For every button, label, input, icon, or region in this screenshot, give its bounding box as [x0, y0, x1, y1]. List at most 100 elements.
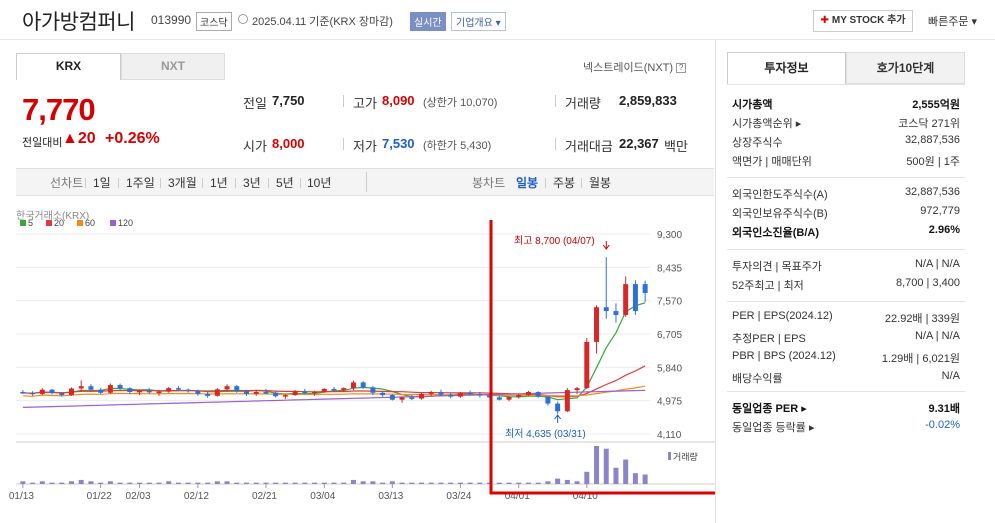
divider [545, 178, 546, 188]
volume-bar [117, 482, 123, 484]
volume-bar [555, 478, 561, 484]
volume-bar [146, 482, 152, 484]
corp-overview-button[interactable]: 기업개요 ▾ [451, 12, 506, 31]
period-5y[interactable]: 5년 [276, 176, 294, 190]
info-row: 추정PER | EPS N/A | N/A [732, 330, 960, 348]
volume-bar [419, 482, 425, 484]
tab-nxt[interactable]: NXT [121, 53, 225, 80]
period-3m[interactable]: 3개월 [168, 176, 197, 190]
info-value: N/A | N/A [914, 258, 960, 270]
x-tick-label: 02/21 [252, 491, 277, 502]
divider [85, 178, 86, 188]
prev-close-value: 7,750 [272, 93, 305, 108]
period-1w[interactable]: 1주일 [126, 176, 155, 190]
candle-body [574, 388, 580, 391]
volume-bar [613, 467, 619, 484]
period-3y[interactable]: 3년 [243, 176, 261, 190]
candle-body [642, 284, 648, 293]
candle-body [39, 389, 45, 394]
divider [555, 95, 556, 107]
line-chart-button[interactable]: 선차트 [50, 176, 84, 190]
tab-investment-info[interactable]: 투자정보 [727, 52, 846, 84]
volume-legend: 거래량 [668, 450, 698, 463]
tab-orderbook[interactable]: 호가10단계 [846, 52, 965, 84]
candle-body [448, 394, 454, 397]
info-key: 동일업종 등락률 ▸ [732, 422, 815, 434]
candle-monthly[interactable]: 월봉 [589, 176, 612, 190]
add-mystock-button[interactable]: ✚ MY STOCK 추가 [813, 10, 913, 32]
period-bar [16, 168, 714, 196]
candle-body [496, 397, 502, 400]
divider [235, 178, 236, 188]
x-tick-label: 02/12 [184, 491, 209, 502]
divider [727, 391, 965, 392]
volume-bar [506, 482, 512, 484]
info-key: PBR | BPS (2024.12) [732, 350, 836, 362]
candle-body [389, 395, 395, 400]
change-percent: +0.26% [105, 130, 160, 147]
divider [727, 84, 965, 85]
volume-bar [282, 482, 288, 484]
candle-daily[interactable]: 일봉 [516, 176, 539, 190]
candle-body [224, 386, 230, 390]
volume-bar [185, 482, 191, 484]
candle-body [380, 392, 386, 396]
low-value: 7,530 [382, 136, 415, 151]
tab-krx[interactable]: KRX [16, 53, 121, 80]
candle-body [88, 386, 94, 390]
volume-bar [137, 482, 143, 484]
candle-body [166, 388, 172, 392]
period-1y[interactable]: 1년 [210, 176, 228, 190]
divider [300, 178, 301, 188]
candle-body [555, 403, 561, 412]
high-arrow-head [602, 244, 610, 250]
x-tick-label: 02/03 [126, 491, 151, 502]
candle-body [49, 389, 55, 394]
volume-bar [642, 474, 648, 484]
realtime-badge[interactable]: 실시간 [410, 12, 446, 31]
candle-body [175, 388, 181, 390]
x-tick-label: 03/13 [378, 491, 403, 502]
divider [715, 40, 716, 523]
volume-bar [360, 481, 366, 484]
nxt-link[interactable]: 넥스트레이드(NXT)? [583, 59, 687, 75]
current-price: 7,770 [22, 92, 96, 127]
candlestick-chart[interactable]: 9,300 8,435 7,570 6,705 5,840 4,975 4,110 01/13… [0, 220, 715, 523]
volume-bar [78, 479, 84, 484]
quick-order-button[interactable]: 빠른주문 ▾ [928, 16, 978, 28]
volume-bar [535, 482, 541, 484]
clock-icon [238, 14, 248, 24]
x-tick-label: 03/04 [310, 491, 335, 502]
info-value: 32,887,536 [904, 134, 960, 146]
period-1d[interactable]: 1일 [93, 176, 111, 190]
info-value: 972,779 [920, 205, 960, 217]
candle-body [428, 391, 434, 394]
candle-chart-button[interactable]: 봉차트 [472, 176, 506, 190]
volume-bar [30, 482, 36, 484]
candle-body [438, 391, 444, 395]
candle-body [68, 388, 74, 396]
y-tick-label: 4,975 [657, 397, 682, 408]
y-tick-label: 6,705 [657, 330, 682, 341]
ma-line-120 [22, 389, 646, 408]
info-row: 상장주식수 32,887,536 [732, 134, 960, 152]
candle-body [594, 307, 600, 342]
stock-header [0, 0, 995, 40]
x-tick-label: 04/10 [573, 491, 598, 502]
candle-body [98, 389, 104, 393]
info-key: 액면가 | 매매단위 [732, 156, 812, 168]
candle-body [59, 393, 65, 396]
x-tick-label: 01/13 [9, 491, 34, 502]
candle-body [516, 395, 522, 398]
help-icon[interactable]: ? [676, 63, 687, 74]
volume-bar [603, 448, 609, 484]
info-row: 배당수익률 N/A [732, 370, 960, 388]
candle-weekly[interactable]: 주봉 [553, 176, 576, 190]
candle-body [282, 395, 288, 397]
legend-ma20: 20 [46, 218, 64, 228]
period-10y[interactable]: 10년 [307, 176, 332, 190]
stock-code: 013990 [151, 13, 192, 27]
x-tick-label: 04/01 [505, 491, 530, 502]
info-row: 투자의견 | 목표주가 N/A | N/A [732, 258, 960, 276]
candle-body [632, 284, 638, 312]
